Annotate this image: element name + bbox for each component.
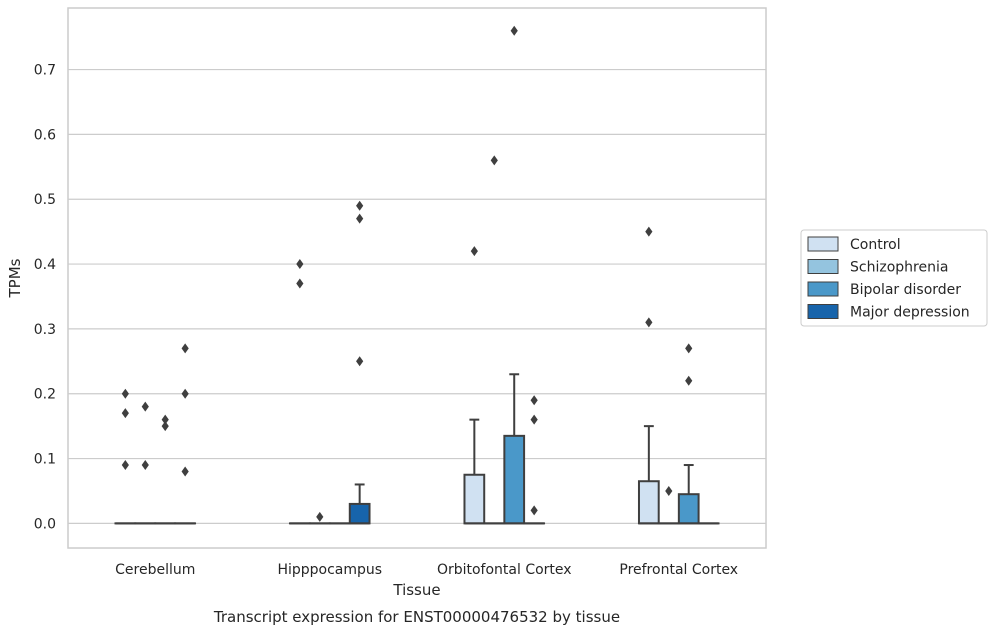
x-tick-label: Hipppocampus bbox=[277, 562, 382, 578]
y-tick-label: 0.5 bbox=[34, 192, 56, 208]
y-tick-label: 0.0 bbox=[34, 516, 56, 532]
x-axis-label: Tissue bbox=[392, 581, 440, 599]
box-control bbox=[463, 418, 486, 525]
y-axis-label: TPMs bbox=[6, 258, 24, 298]
x-tick-labels: Cerebellum Hipppocampus Orbitofontal Corte… bbox=[115, 562, 738, 578]
box-bipolar-disorder bbox=[677, 464, 700, 525]
outlier-point bbox=[161, 421, 169, 432]
box-body bbox=[463, 473, 486, 525]
outlier-point bbox=[685, 343, 693, 354]
y-tick-label: 0.1 bbox=[34, 452, 56, 468]
box-control bbox=[637, 425, 660, 525]
outlier-point bbox=[121, 408, 129, 419]
outlier-point bbox=[296, 259, 304, 270]
outlier-point bbox=[181, 388, 189, 399]
y-tick-labels: 0.0 0.1 0.2 0.3 0.4 0.5 0.6 0.7 bbox=[34, 63, 56, 533]
x-tick-label: Cerebellum bbox=[115, 562, 195, 578]
outlier-point bbox=[141, 401, 149, 412]
outlier-point bbox=[161, 414, 169, 425]
outlier-point bbox=[530, 505, 538, 516]
legend-swatch bbox=[807, 304, 839, 319]
boxes bbox=[114, 373, 720, 525]
outliers bbox=[121, 25, 693, 522]
outlier-point bbox=[121, 388, 129, 399]
outlier-point bbox=[296, 278, 304, 289]
outlier-point bbox=[645, 226, 653, 237]
outlier-point bbox=[141, 460, 149, 471]
outlier-point bbox=[490, 155, 498, 166]
box-bipolar-disorder bbox=[503, 373, 526, 525]
y-tick-label: 0.3 bbox=[34, 322, 56, 338]
legend-label: Bipolar disorder bbox=[850, 282, 961, 298]
outlier-point bbox=[181, 343, 189, 354]
outlier-point bbox=[645, 317, 653, 328]
chart-caption: Transcript expression for ENST0000047653… bbox=[213, 608, 620, 626]
outlier-point bbox=[316, 511, 324, 522]
box-body bbox=[637, 480, 660, 525]
outlier-point bbox=[685, 375, 693, 386]
legend-swatch bbox=[807, 236, 839, 252]
box-body bbox=[677, 493, 700, 525]
plot-frame bbox=[67, 7, 767, 549]
box-major-depression bbox=[348, 483, 371, 525]
x-tick-label: Prefrontal Cortex bbox=[619, 562, 738, 578]
y-tick-label: 0.6 bbox=[34, 127, 56, 143]
outlier-point bbox=[356, 213, 364, 224]
x-tick-label: Orbitofontal Cortex bbox=[437, 562, 572, 578]
outlier-point bbox=[665, 485, 673, 496]
y-tick-label: 0.2 bbox=[34, 387, 56, 403]
outlier-point bbox=[470, 246, 478, 257]
outlier-point bbox=[530, 395, 538, 406]
outlier-point bbox=[356, 356, 364, 367]
y-tick-label: 0.7 bbox=[34, 63, 56, 79]
legend-label: Schizophrenia bbox=[850, 260, 948, 276]
box-body bbox=[503, 434, 526, 525]
y-tick-label: 0.4 bbox=[34, 257, 56, 273]
legend-label: Major depression bbox=[850, 305, 970, 321]
outlier-point bbox=[356, 200, 364, 211]
legend-swatch bbox=[807, 281, 839, 297]
legend-label: Control bbox=[850, 237, 901, 253]
outlier-point bbox=[510, 25, 518, 36]
outlier-point bbox=[530, 414, 538, 425]
grid-lines bbox=[68, 68, 766, 524]
legend: Control Schizophrenia Bipolar disorder Majo… bbox=[800, 229, 988, 327]
legend-swatch bbox=[807, 259, 839, 274]
box-body bbox=[348, 502, 371, 525]
legend-frame bbox=[800, 229, 988, 327]
outlier-point bbox=[181, 466, 189, 477]
outlier-point bbox=[121, 460, 129, 471]
